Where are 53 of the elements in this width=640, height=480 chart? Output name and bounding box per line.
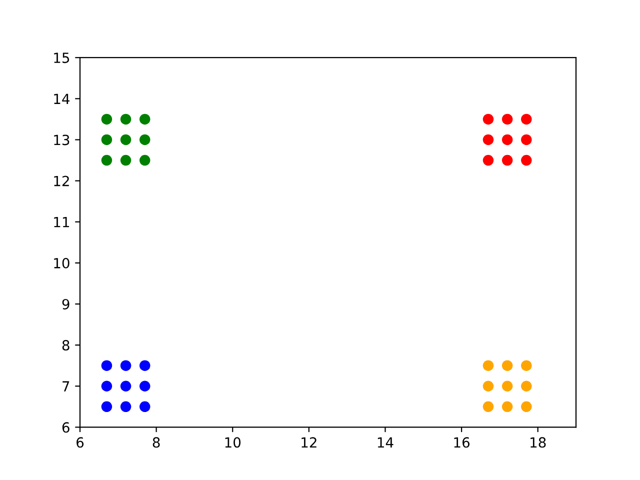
- point: [120, 114, 132, 125]
- x-tick-label: 12: [302, 437, 316, 448]
- point: [101, 401, 112, 412]
- point: [482, 134, 494, 146]
- point: [521, 401, 532, 412]
- point: [120, 154, 132, 166]
- point: [120, 401, 132, 412]
- point: [521, 154, 532, 166]
- y-tick-label: 6: [62, 422, 70, 433]
- point: [502, 154, 513, 166]
- point: [120, 360, 132, 371]
- x-tick-label: 18: [530, 437, 546, 448]
- y-tick-label: 9: [62, 298, 70, 310]
- x-tick-label: 14: [378, 437, 394, 448]
- point: [101, 114, 112, 125]
- point: [139, 360, 150, 371]
- point: [120, 380, 132, 392]
- x-tick-label: 8: [152, 437, 160, 448]
- y-tick-label: 14: [54, 94, 70, 104]
- point: [521, 380, 532, 392]
- x-tick-label: 16: [454, 437, 470, 448]
- point: [502, 134, 513, 146]
- point: [521, 114, 532, 125]
- point: [521, 134, 532, 146]
- point: [482, 114, 494, 125]
- point: [139, 154, 150, 166]
- y-tick-label: 10: [54, 258, 70, 268]
- point: [502, 401, 513, 412]
- point: [482, 401, 494, 412]
- point: [101, 154, 112, 166]
- y-tick-label: 15: [54, 52, 70, 64]
- point: [139, 380, 150, 392]
- point: [521, 360, 532, 371]
- y-tick-label: 8: [62, 340, 70, 351]
- point: [482, 154, 494, 166]
- x-tick-label: 6: [76, 437, 84, 448]
- x-tick-label: 10: [225, 437, 241, 448]
- point: [101, 380, 112, 392]
- point: [139, 114, 150, 125]
- point: [120, 134, 132, 146]
- point: [502, 360, 513, 371]
- y-tick-label: 11: [54, 217, 69, 228]
- point: [482, 360, 494, 371]
- point: [502, 380, 513, 392]
- point: [139, 134, 150, 146]
- point: [482, 380, 494, 392]
- point: [101, 134, 112, 146]
- point: [502, 114, 513, 125]
- point: [139, 401, 150, 412]
- point: [101, 360, 112, 371]
- y-tick-label: 7: [62, 381, 70, 392]
- y-tick-label: 12: [54, 176, 69, 186]
- y-tick-label: 13: [54, 134, 70, 146]
